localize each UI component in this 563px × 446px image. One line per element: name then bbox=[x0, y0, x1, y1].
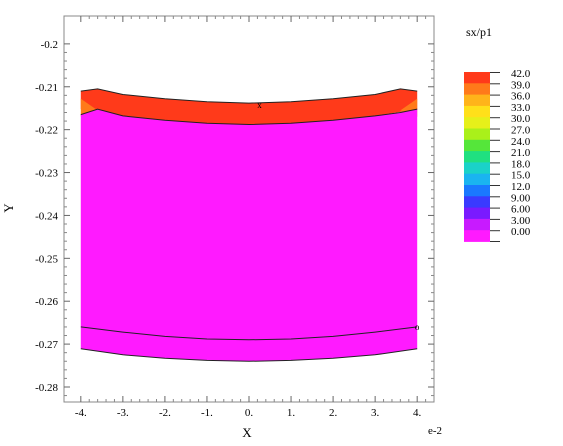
x-tick-label: -1. bbox=[201, 407, 213, 419]
x-tick-label: 3. bbox=[371, 407, 380, 419]
legend-swatch bbox=[464, 83, 490, 95]
contour-region bbox=[80, 88, 418, 125]
legend-label: 3.00 bbox=[511, 215, 531, 227]
y-tick-label: -0.22 bbox=[35, 125, 58, 137]
y-tick-label: -0.28 bbox=[35, 382, 58, 394]
legend-label: 30.0 bbox=[511, 113, 531, 125]
legend-label: 21.0 bbox=[511, 147, 531, 159]
point-marker: o bbox=[415, 322, 420, 332]
x-axis-label: X bbox=[242, 425, 252, 440]
plot-area-layer: xo bbox=[80, 88, 420, 362]
legend-label: 0.00 bbox=[511, 226, 531, 238]
legend-label: 15.0 bbox=[511, 170, 531, 182]
y-axis-label: Y bbox=[1, 203, 16, 213]
contour-region bbox=[80, 98, 98, 117]
legend-swatch bbox=[464, 162, 490, 175]
point-marker: x bbox=[257, 100, 262, 110]
legend-swatch bbox=[464, 128, 490, 141]
legend: sx/p1 42.039.036.033.030.027.024.021.018… bbox=[464, 25, 531, 242]
legend-swatch bbox=[464, 139, 490, 152]
legend-swatch bbox=[464, 94, 490, 107]
y-tick-label: -0.26 bbox=[35, 296, 58, 308]
contour-region bbox=[80, 109, 418, 362]
contour-line bbox=[80, 108, 418, 126]
legend-swatch bbox=[464, 230, 490, 242]
x-tick-label: 0. bbox=[245, 407, 254, 419]
legend-swatch bbox=[464, 218, 490, 231]
contour-line bbox=[80, 326, 418, 341]
x-tick-label: -4. bbox=[75, 407, 87, 419]
legend-label: 39.0 bbox=[511, 79, 531, 91]
legend-label: 18.0 bbox=[511, 158, 531, 170]
x-tick-label: 2. bbox=[329, 407, 338, 419]
y-tick-label: -0.25 bbox=[35, 253, 58, 265]
legend-label: 27.0 bbox=[511, 125, 531, 137]
legend-swatch bbox=[464, 151, 490, 163]
legend-label: 12.0 bbox=[511, 181, 531, 193]
x-tick-label: -2. bbox=[159, 407, 171, 419]
contour-line bbox=[80, 348, 418, 362]
legend-label: 9.00 bbox=[511, 192, 531, 204]
legend-label: 24.0 bbox=[511, 136, 531, 148]
legend-swatch bbox=[464, 196, 490, 208]
legend-swatch bbox=[464, 173, 490, 186]
y-tick-label: -0.21 bbox=[35, 82, 58, 94]
legend-label: 33.0 bbox=[511, 102, 531, 114]
legend-label: 36.0 bbox=[511, 91, 531, 103]
legend-swatch bbox=[464, 72, 490, 84]
x-tick-label: 4. bbox=[413, 407, 422, 419]
axis-layer: -4. -3. -2. -1. 0. 1. 2. 3. 4. -0.2 -0.21 -0.22 -0.2… bbox=[35, 16, 434, 419]
legend-swatch bbox=[464, 105, 490, 118]
y-tick-label: -0.23 bbox=[35, 168, 58, 180]
x-tick-label: -3. bbox=[117, 407, 129, 419]
y-tick-label: -0.27 bbox=[35, 339, 58, 351]
y-tick-label: -0.2 bbox=[41, 39, 58, 51]
legend-title: sx/p1 bbox=[466, 25, 492, 39]
x-tick-label: 1. bbox=[287, 407, 296, 419]
legend-swatch bbox=[464, 185, 490, 197]
legend-swatch bbox=[464, 117, 490, 129]
legend-swatch bbox=[464, 207, 490, 220]
x-multiplier-label: e-2 bbox=[428, 425, 442, 437]
y-tick-label: -0.24 bbox=[35, 210, 58, 222]
contour-line bbox=[80, 88, 418, 104]
legend-label: 6.00 bbox=[511, 204, 531, 216]
legend-label: 42.0 bbox=[511, 68, 531, 80]
